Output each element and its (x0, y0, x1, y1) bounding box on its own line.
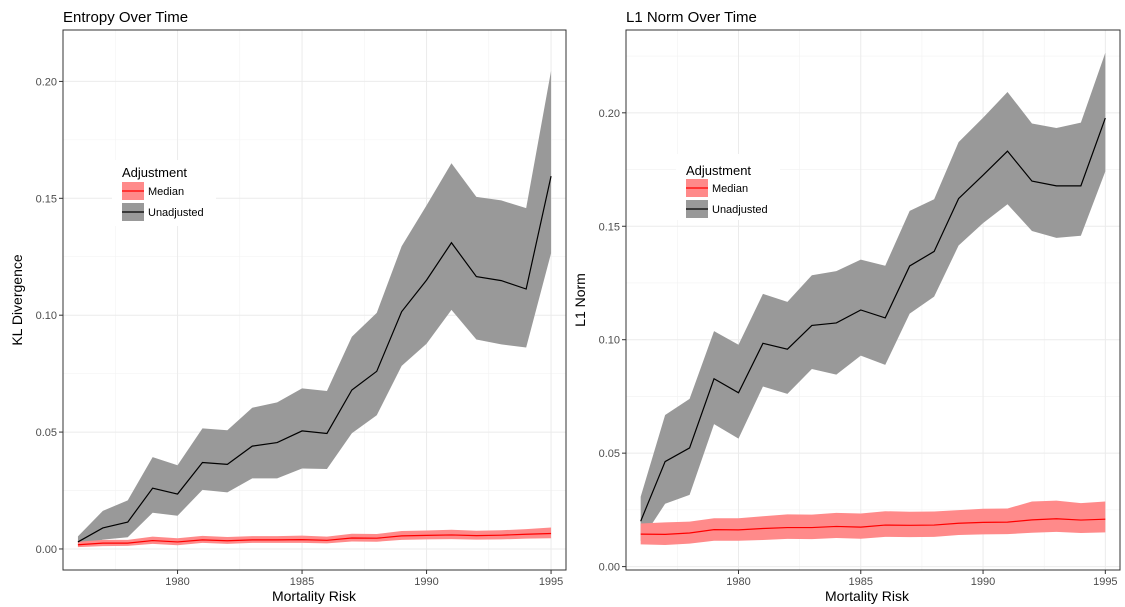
unadjusted-confidence-band (640, 52, 1106, 542)
x-tick-label: 1995 (1093, 576, 1117, 588)
median-confidence-band (640, 500, 1106, 546)
y-tick-label: 0.10 (36, 310, 57, 322)
unadjusted-series-line (77, 175, 552, 543)
median-series-line (640, 518, 1106, 535)
legend: Adjustment Median Unadjusted (676, 154, 780, 220)
median-confidence-band (77, 527, 552, 548)
y-tick-label: 0.10 (599, 335, 620, 347)
x-tick-label: 1980 (726, 576, 750, 588)
x-tick-label: 1990 (414, 576, 438, 588)
y-tick-label: 0.05 (599, 448, 620, 460)
legend: Adjustment Median Unadjusted (112, 160, 216, 226)
x-tick-label: 1990 (971, 576, 995, 588)
y-axis-ticks: 0.00 0.05 0.10 0.15 0.20 (36, 76, 63, 556)
y-axis-label: L1 Norm (572, 273, 588, 327)
legend-title: Adjustment (686, 163, 751, 178)
confidence-bands (77, 70, 552, 548)
series-lines (77, 175, 552, 546)
confidence-bands (640, 52, 1106, 546)
y-axis-label: KL Divergence (9, 254, 25, 346)
plot-border (62, 29, 567, 571)
y-tick-label: 0.00 (599, 562, 620, 574)
legend-label-median: Median (712, 183, 748, 195)
x-axis-label: Mortality Risk (825, 588, 910, 604)
entropy-panel: Entropy Over Time 1980 1985 1990 1995 0.000… (9, 9, 567, 604)
x-axis-label: Mortality Risk (272, 588, 357, 604)
x-tick-label: 1985 (849, 576, 873, 588)
legend-label-unadjusted: Unadjusted (712, 204, 768, 216)
plot-border (625, 29, 1121, 571)
chart-title: Entropy Over Time (63, 9, 188, 26)
unadjusted-series-line (640, 117, 1106, 522)
x-tick-label: 1985 (290, 576, 314, 588)
y-tick-label: 0.20 (36, 76, 57, 88)
y-tick-label: 0.20 (599, 108, 620, 120)
chart-title: L1 Norm Over Time (626, 9, 757, 26)
legend-title: Adjustment (122, 165, 187, 180)
y-tick-label: 0.00 (36, 544, 57, 556)
x-tick-label: 1995 (539, 576, 563, 588)
y-tick-label: 0.05 (36, 427, 57, 439)
x-tick-label: 1980 (165, 576, 189, 588)
y-axis-ticks: 0.00 0.05 0.10 0.15 0.20 (599, 108, 626, 574)
y-tick-label: 0.15 (599, 221, 620, 233)
l1-norm-panel: L1 Norm Over Time 1980 1985 1990 1995 0.000… (572, 9, 1121, 604)
legend-label-median: Median (148, 186, 184, 198)
series-lines (640, 117, 1106, 535)
x-axis-ticks: 1980 1985 1990 1995 (165, 570, 563, 588)
legend-label-unadjusted: Unadjusted (148, 207, 204, 219)
unadjusted-confidence-band (77, 70, 552, 547)
median-series-line (77, 532, 552, 546)
y-tick-label: 0.15 (36, 193, 57, 205)
x-axis-ticks: 1980 1985 1990 1995 (726, 570, 1118, 588)
